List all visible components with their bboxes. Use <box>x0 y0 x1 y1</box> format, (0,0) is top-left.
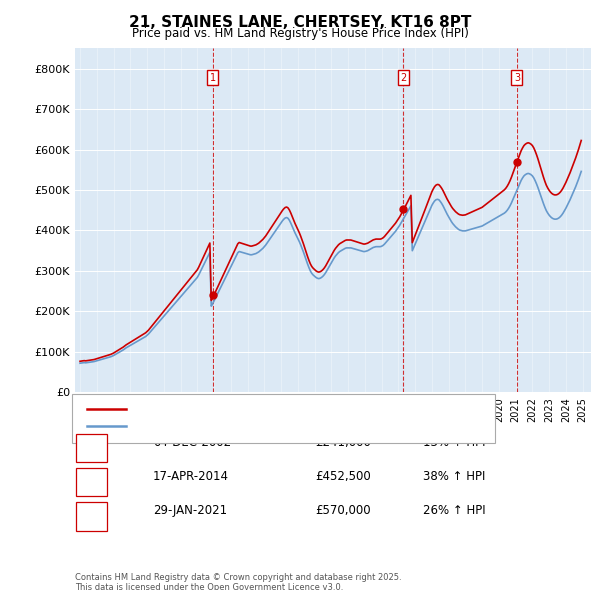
Text: This data is licensed under the Open Government Licence v3.0.: This data is licensed under the Open Gov… <box>75 583 343 590</box>
Text: Price paid vs. HM Land Registry's House Price Index (HPI): Price paid vs. HM Land Registry's House … <box>131 27 469 40</box>
Text: 1: 1 <box>209 73 216 83</box>
Text: £452,500: £452,500 <box>315 470 371 483</box>
Text: 29-JAN-2021: 29-JAN-2021 <box>153 504 227 517</box>
Text: 2: 2 <box>400 73 406 83</box>
Text: 26% ↑ HPI: 26% ↑ HPI <box>423 504 485 517</box>
Text: 38% ↑ HPI: 38% ↑ HPI <box>423 470 485 483</box>
Text: 04-DEC-2002: 04-DEC-2002 <box>153 436 231 449</box>
Text: Contains HM Land Registry data © Crown copyright and database right 2025.: Contains HM Land Registry data © Crown c… <box>75 573 401 582</box>
Text: 21, STAINES LANE, CHERTSEY, KT16 8PT: 21, STAINES LANE, CHERTSEY, KT16 8PT <box>129 15 471 30</box>
Text: 1: 1 <box>88 441 95 454</box>
Text: 3: 3 <box>88 510 95 523</box>
Text: 3: 3 <box>514 73 520 83</box>
Text: HPI: Average price, semi-detached house, Runnymede: HPI: Average price, semi-detached house,… <box>132 421 416 431</box>
Text: 17-APR-2014: 17-APR-2014 <box>153 470 229 483</box>
Text: £241,000: £241,000 <box>315 436 371 449</box>
Text: £570,000: £570,000 <box>315 504 371 517</box>
Text: 2: 2 <box>88 476 95 489</box>
Text: 13% ↑ HPI: 13% ↑ HPI <box>423 436 485 449</box>
Text: 21, STAINES LANE, CHERTSEY, KT16 8PT (semi-detached house): 21, STAINES LANE, CHERTSEY, KT16 8PT (se… <box>132 404 464 414</box>
